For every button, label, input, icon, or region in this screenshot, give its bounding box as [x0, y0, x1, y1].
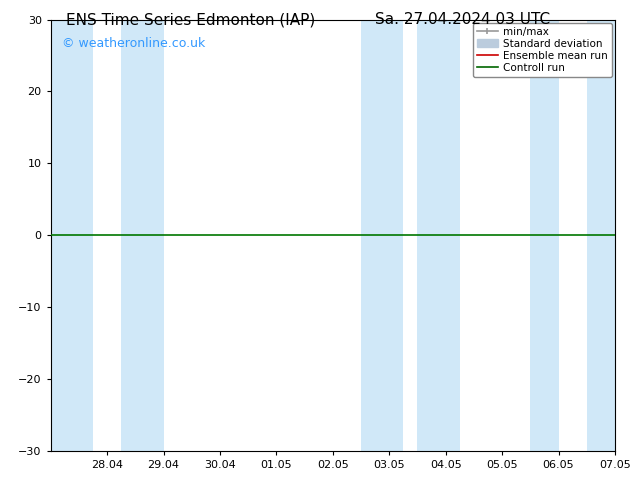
Bar — [530, 20, 559, 451]
Bar — [121, 20, 164, 451]
Legend: min/max, Standard deviation, Ensemble mean run, Controll run: min/max, Standard deviation, Ensemble me… — [473, 23, 612, 77]
Bar — [51, 20, 93, 451]
Bar — [361, 20, 403, 451]
Text: Sa. 27.04.2024 03 UTC: Sa. 27.04.2024 03 UTC — [375, 12, 550, 27]
Bar — [587, 20, 615, 451]
Bar — [418, 20, 460, 451]
Text: © weatheronline.co.uk: © weatheronline.co.uk — [62, 37, 205, 50]
Text: ENS Time Series Edmonton (IAP): ENS Time Series Edmonton (IAP) — [65, 12, 315, 27]
